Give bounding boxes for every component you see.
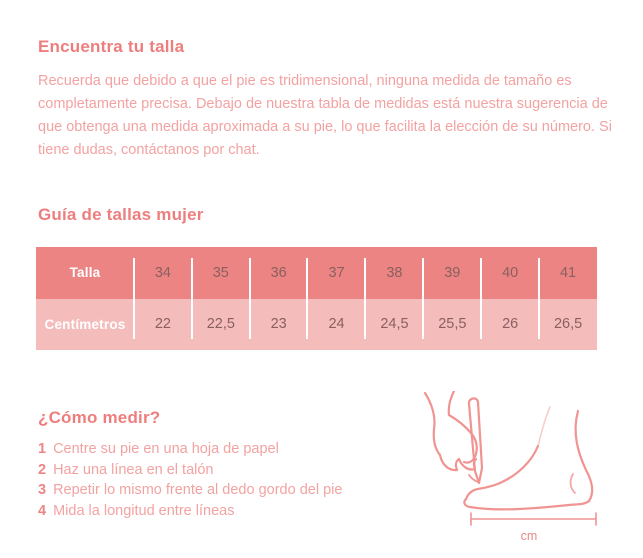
intro-paragraph: Recuerda que debido a que el pie es trid… [38,73,612,158]
size-cell: 41 [559,264,577,281]
hand-web-line [447,413,473,435]
heel-outline [574,409,594,503]
size-cell: 34 [154,264,171,281]
column-divider [538,258,540,339]
step-text: Haz una línea en el talón [53,461,214,478]
find-your-size-title: Encuentra tu talla [38,37,185,56]
finger-line [438,453,461,472]
step-text: Centre su pie en una hoja de papel [53,441,279,457]
table-row-sizes: Talla 34 35 36 37 38 39 40 41 [36,247,597,299]
column-divider [191,258,193,339]
unit-label: cm [521,529,538,543]
step-number: 4 [38,502,47,519]
cm-cell: 22 [154,316,171,333]
cm-cell: 26,5 [553,316,583,333]
column-divider [249,258,251,339]
size-cell: 35 [212,264,229,281]
size-cell: 37 [328,264,345,281]
size-cell: 40 [502,264,519,281]
foot-measurement-illustration: cm [421,391,621,549]
foot-sole-outline [463,497,591,511]
size-cell: 36 [270,264,287,281]
hand-arm-outer-line [423,391,442,457]
pencil-icon [467,397,484,485]
measure-steps-list: 1 Centre su pie en una hoja de papel 2 H… [38,441,342,523]
column-divider [422,258,424,339]
size-cell: 38 [386,264,403,281]
fingertip-line [468,474,479,483]
cm-cell: 24 [328,316,345,333]
step-number: 3 [38,482,47,498]
size-table: Talla 34 35 36 37 38 39 40 41 Centímetro… [36,247,597,350]
cm-cell: 24,5 [380,316,409,333]
step-text: Mida la longitud entre líneas [53,502,235,519]
hand-arm-inner-line [447,391,456,417]
row-label-talla: Talla [69,265,101,281]
column-divider [306,258,308,339]
column-divider [133,258,135,339]
ankle-line [569,473,576,494]
measure-step: 1 Centre su pie en una hoja de papel [38,441,342,462]
measure-step: 4 Mida la longitud entre líneas [38,503,342,524]
size-cell: 39 [444,264,461,281]
column-divider [480,258,482,339]
women-size-guide-title: Guía de tallas mujer [38,205,204,224]
step-number: 2 [38,461,47,478]
step-number: 1 [38,441,47,457]
foot-top-outline [464,444,540,501]
measure-step: 2 Haz una línea en el talón [38,462,342,483]
cm-cell: 25,5 [438,316,467,333]
cm-cell: 22,5 [206,316,235,333]
row-label-centimetros: Centímetros [44,316,126,332]
measure-step: 3 Repetir lo mismo frente al dedo gordo … [38,482,342,503]
finger-line [457,457,478,471]
how-to-measure-title: ¿Cómo medir? [38,408,161,427]
measure-line [470,512,597,526]
column-divider [364,258,366,339]
thumb-line [462,431,478,464]
shin-line [537,406,551,447]
cm-cell: 26 [502,316,519,333]
table-row-centimeters: Centímetros 22 22,5 23 24 24,5 25,5 26 2… [36,298,597,350]
step-text: Repetir lo mismo frente al dedo gordo de… [53,482,343,498]
cm-cell: 23 [270,316,287,333]
